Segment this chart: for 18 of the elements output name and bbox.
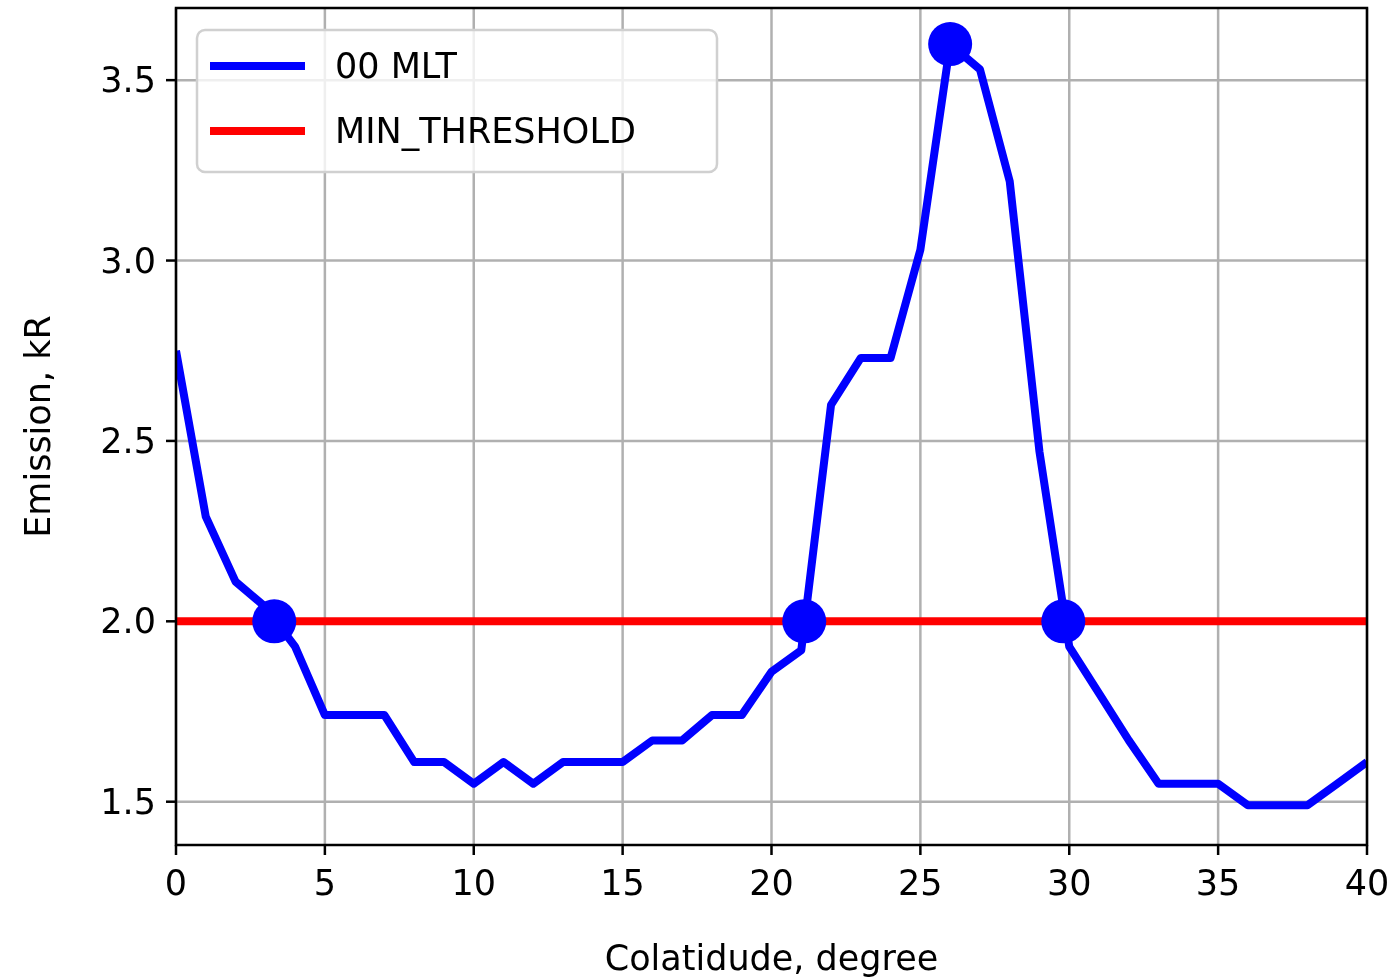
y-axis-title: Emission, kR xyxy=(18,315,58,538)
x-tick-label: 40 xyxy=(1344,863,1390,903)
x-tick-label: 5 xyxy=(313,863,337,903)
y-tick-label: 1.5 xyxy=(100,781,156,822)
y-tick-label: 2.5 xyxy=(100,420,156,461)
x-tick-label: 15 xyxy=(600,863,645,903)
y-tick-label: 3.5 xyxy=(100,60,156,101)
y-tick-label: 2.0 xyxy=(100,601,156,642)
x-tick-label: 35 xyxy=(1195,863,1241,903)
x-tick-label: 20 xyxy=(749,863,794,903)
x-tick-label: 25 xyxy=(898,863,943,903)
x-axis-title: Colatidude, degree xyxy=(604,938,939,978)
x-tick-label: 10 xyxy=(451,863,497,903)
legend-label: MIN_THRESHOLD xyxy=(335,111,636,151)
legend-label: 00 MLT xyxy=(335,46,458,86)
y-tick-label: 3.0 xyxy=(100,240,156,281)
x-tick-label: 30 xyxy=(1046,863,1092,903)
x-tick-label: 0 xyxy=(164,863,188,903)
